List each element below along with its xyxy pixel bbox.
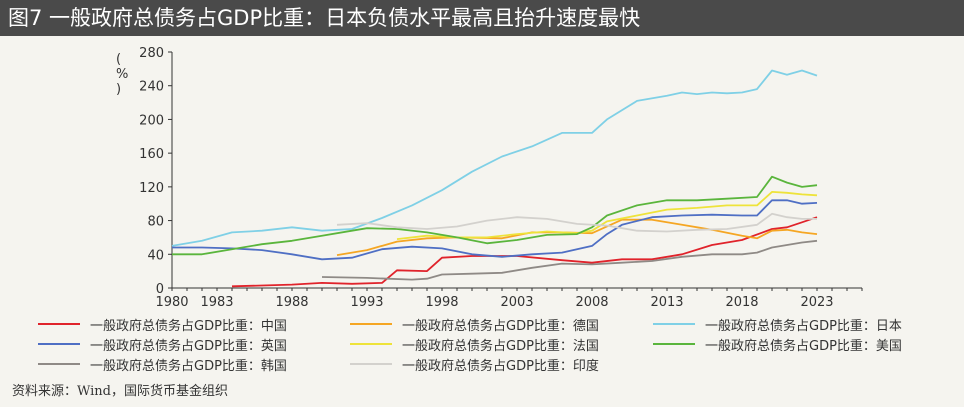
series-line-5: [172, 175, 818, 256]
x-tick-label: 2013: [650, 295, 683, 310]
y-tick-label: 200: [139, 113, 164, 128]
legend-swatch: [350, 363, 392, 365]
legend-swatch: [350, 323, 392, 325]
x-tick-label: 2023: [800, 295, 833, 310]
series-line-2: [171, 69, 818, 247]
y-unit-text: %: [116, 67, 129, 82]
legend-item-3: 一般政府总债务占GDP比重：英国: [38, 334, 287, 354]
y-tick-label: 280: [139, 46, 164, 61]
series-line-7: [336, 212, 817, 233]
x-tick-label: 2008: [575, 295, 608, 310]
legend-label: 一般政府总债务占GDP比重：中国: [90, 318, 287, 334]
source-note: 资料来源：Wind，国际货币基金组织: [12, 384, 228, 399]
y-tick-label: 240: [139, 80, 164, 95]
x-tick-label: 1988: [275, 295, 308, 310]
x-tick-label: 1983: [200, 295, 233, 310]
series-line-4: [396, 191, 818, 240]
chart-legend: 一般政府总债务占GDP比重：中国 一般政府总债务占GDP比重：德国 一般政府总债务占…: [0, 312, 964, 376]
legend-item-7: 一般政府总债务占GDP比重：印度: [350, 354, 599, 374]
legend-item-5: 一般政府总债务占GDP比重：美国: [653, 334, 902, 354]
legend-label: 一般政府总债务占GDP比重：德国: [402, 318, 599, 334]
legend-label: 一般政府总债务占GDP比重：韩国: [90, 358, 287, 374]
y-tick-label: 120: [139, 181, 164, 196]
series-line-6: [321, 239, 818, 281]
legend-swatch: [38, 363, 80, 365]
x-tick-label: 1993: [350, 295, 383, 310]
legend-label: 一般政府总债务占GDP比重：英国: [90, 338, 287, 354]
y-tick-label: 0: [156, 282, 164, 297]
y-tick-label: 160: [139, 147, 164, 162]
y-axis-unit-label: ( % ): [116, 52, 128, 97]
y-tick-label: 80: [147, 215, 164, 230]
y-tick-label: 40: [147, 248, 164, 263]
x-tick-label: 1980: [155, 295, 188, 310]
x-tick-label: 2018: [725, 295, 758, 310]
legend-swatch: [38, 323, 80, 325]
legend-item-1: 一般政府总债务占GDP比重：德国: [350, 314, 599, 334]
chart-series-lines: [171, 69, 818, 288]
legend-swatch: [350, 343, 392, 345]
chart-title: 图7 一般政府总债务占GDP比重：日本负债水平最高且抬升速度最快: [0, 0, 964, 36]
y-unit-open-paren: (: [116, 52, 122, 67]
legend-swatch: [653, 323, 695, 325]
x-tick-label: 2003: [500, 295, 533, 310]
chart-axes: 0 40 80 120 160 200 240 280 1980 1983 1988 1993 1998…: [139, 46, 863, 310]
legend-label: 一般政府总债务占GDP比重：美国: [705, 338, 902, 354]
series-line-3: [172, 199, 818, 261]
legend-label: 一般政府总债务占GDP比重：日本: [705, 318, 902, 334]
legend-swatch: [653, 343, 695, 345]
legend-label: 一般政府总债务占GDP比重：法国: [402, 338, 599, 354]
legend-item-4: 一般政府总债务占GDP比重：法国: [350, 334, 599, 354]
y-unit-close-paren: ): [116, 82, 122, 97]
series-line-0: [231, 216, 818, 288]
legend-label: 一般政府总债务占GDP比重：印度: [402, 358, 599, 374]
legend-item-6: 一般政府总债务占GDP比重：韩国: [38, 354, 287, 374]
x-tick-label: 1998: [425, 295, 458, 310]
series-line-1: [336, 218, 818, 256]
legend-item-0: 一般政府总债务占GDP比重：中国: [38, 314, 287, 334]
line-chart: 0 40 80 120 160 200 240 280 1980 1983 1988 1993 1998…: [139, 46, 863, 310]
legend-swatch: [38, 343, 80, 345]
legend-item-2: 一般政府总债务占GDP比重：日本: [653, 314, 902, 334]
